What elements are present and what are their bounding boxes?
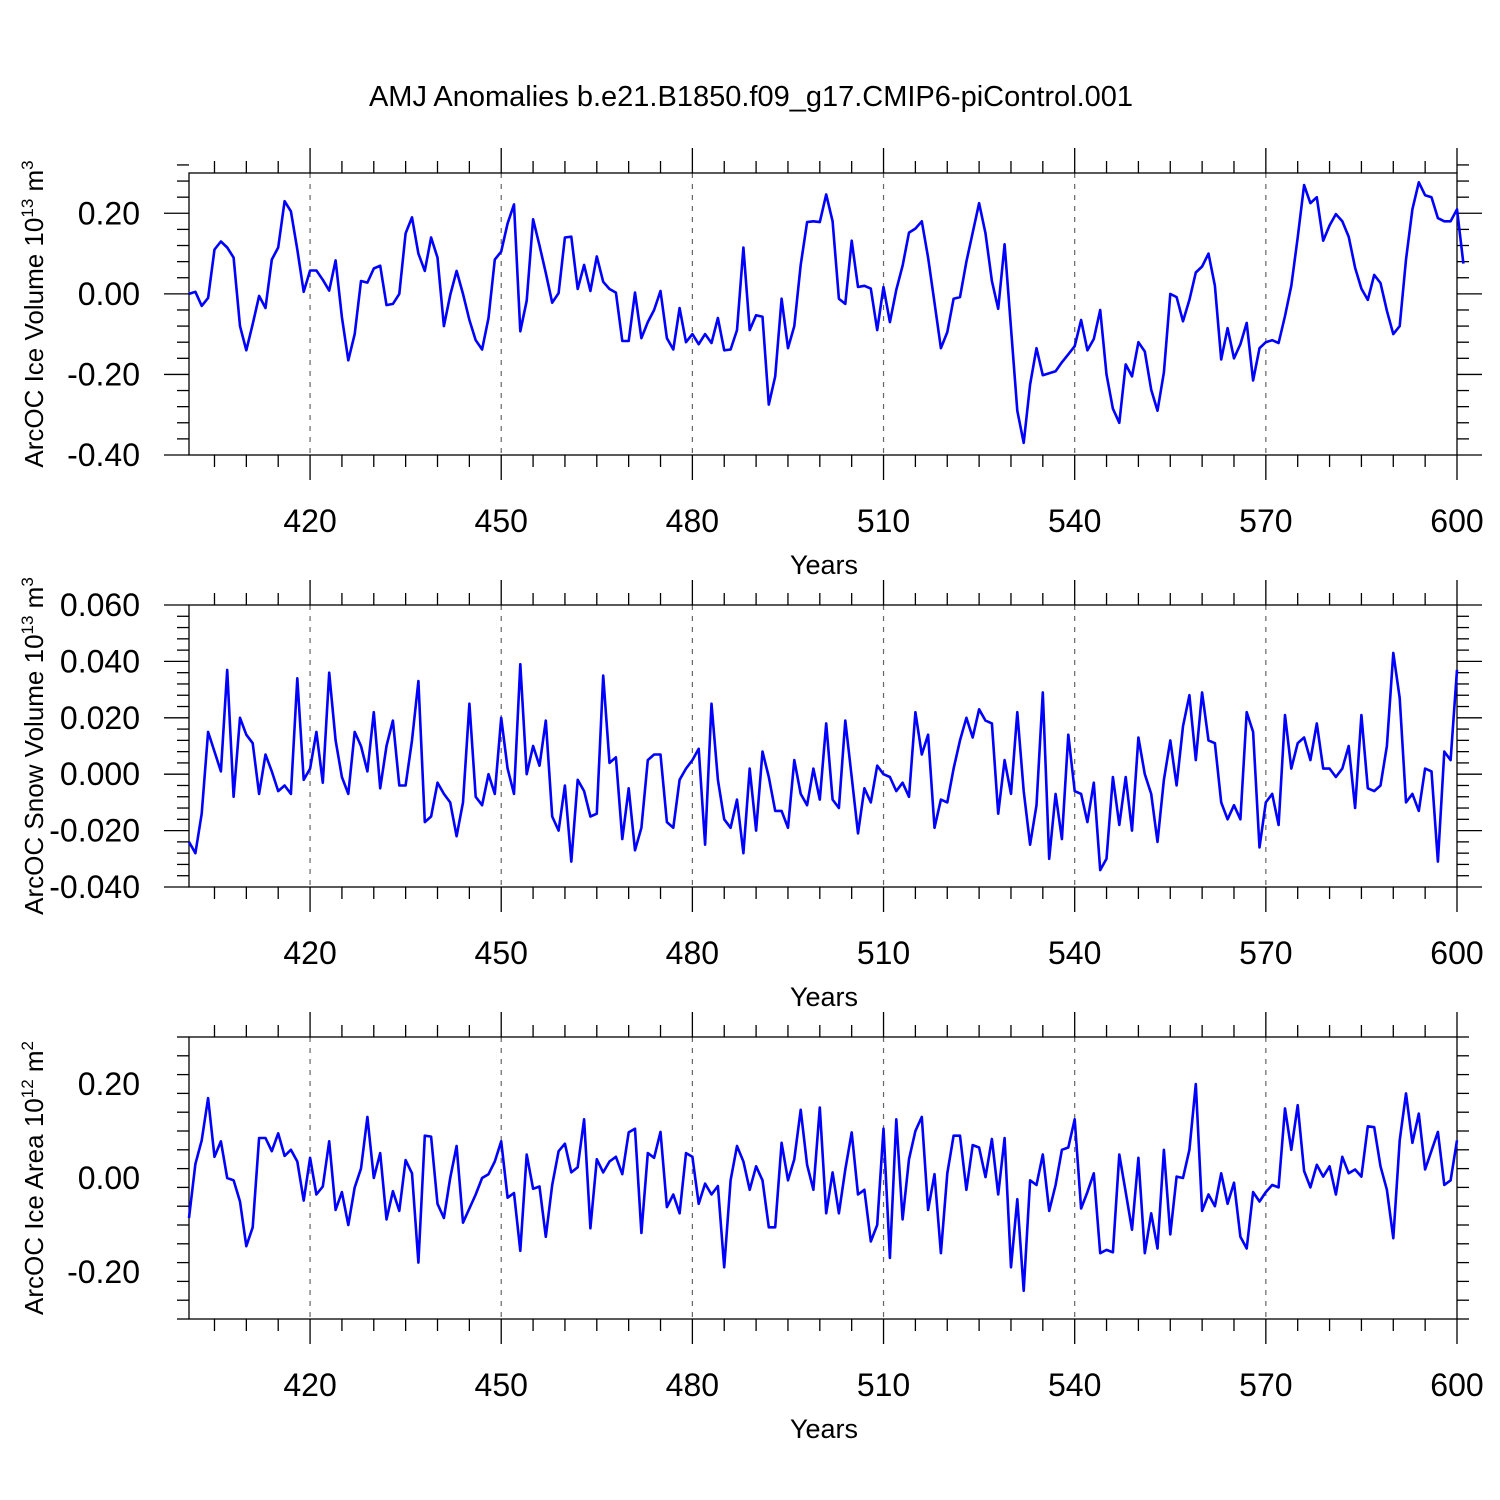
x-tick-label: 570 [1239,1367,1292,1403]
series-line [187,1082,1459,1293]
y-label-superscript: 13 [18,199,37,218]
y-tick-label: 0.060 [60,587,140,623]
x-tick-label: 600 [1430,1367,1483,1403]
x-tick-label: 570 [1239,935,1292,971]
y-label-text: m [19,1050,49,1079]
plot-frame [188,1036,1458,1320]
plot-frame [188,172,1458,456]
x-tick-label: 510 [857,935,910,971]
y-label-superscript: 3 [18,577,37,586]
plot-frame [188,604,1458,888]
x-axis-label: Years [790,1414,858,1444]
x-axis-label: Years [790,982,858,1012]
x-tick-label: 420 [283,1367,336,1403]
y-tick-label: -0.40 [67,437,140,473]
y-tick-label: -0.020 [49,813,140,849]
y-tick-label: 0.000 [60,756,140,792]
chart-title: AMJ Anomalies b.e21.B1850.f09_g17.CMIP6-… [369,81,1133,113]
y-tick-label: 0.00 [78,276,140,312]
y-tick-label: -0.040 [49,869,140,905]
y-tick-label: 0.20 [78,1066,140,1102]
x-tick-label: 510 [857,503,910,539]
x-tick-label: 540 [1048,503,1101,539]
x-tick-label: 450 [475,503,528,539]
y-axis-label: ArcOC Ice Volume 1013 m3 [18,160,49,467]
y-label-text: m [19,587,49,616]
y-label-superscript: 3 [18,160,37,169]
y-tick-label: 0.20 [78,195,140,231]
series-line [188,181,1465,445]
y-label-text: ArcOC Ice Volume 10 [19,218,49,468]
y-axis-label: ArcOC Ice Area 1012 m2 [18,1041,49,1315]
x-tick-label: 480 [666,503,719,539]
panel-1: 420 450 480 510 540 570 600 Years -0.40 -0.20 0.00… [18,148,1484,580]
x-tick-label: 450 [475,935,528,971]
y-label-superscript: 2 [18,1041,37,1050]
y-label-text: ArcOC Ice Area 10 [19,1098,49,1315]
x-axis-label: Years [790,550,858,580]
y-label-superscript: 12 [18,1079,37,1098]
x-tick-label: 600 [1430,503,1483,539]
x-tick-label: 600 [1430,935,1483,971]
y-tick-label: 0.00 [78,1160,140,1196]
x-tick-label: 450 [475,1367,528,1403]
x-tick-label: 420 [283,935,336,971]
y-label-superscript: 13 [18,616,37,635]
panel-2: 420 450 480 510 540 570 600 Years -0.040 -0.020 0.… [18,577,1484,1012]
panel-3: 420 450 480 510 540 570 600 Years -0.20 0.00 0.20 A… [18,1012,1484,1444]
x-tick-label: 510 [857,1367,910,1403]
x-tick-label: 570 [1239,503,1292,539]
y-tick-label: -0.20 [67,356,140,392]
x-tick-label: 540 [1048,1367,1101,1403]
x-tick-label: 480 [666,935,719,971]
y-tick-label: 0.040 [60,643,140,679]
x-tick-label: 540 [1048,935,1101,971]
y-label-text: m [19,170,49,199]
series-line [187,651,1459,872]
y-tick-label: -0.20 [67,1254,140,1290]
x-tick-label: 420 [283,503,336,539]
y-tick-label: 0.020 [60,700,140,736]
x-tick-label: 480 [666,1367,719,1403]
y-label-text: ArcOC Snow Volume 10 [19,634,49,914]
y-axis-label: ArcOC Snow Volume 1013 m3 [18,577,49,915]
panels: 420 450 480 510 540 570 600 Years -0.40 -0.20 0.00… [18,148,1484,1444]
